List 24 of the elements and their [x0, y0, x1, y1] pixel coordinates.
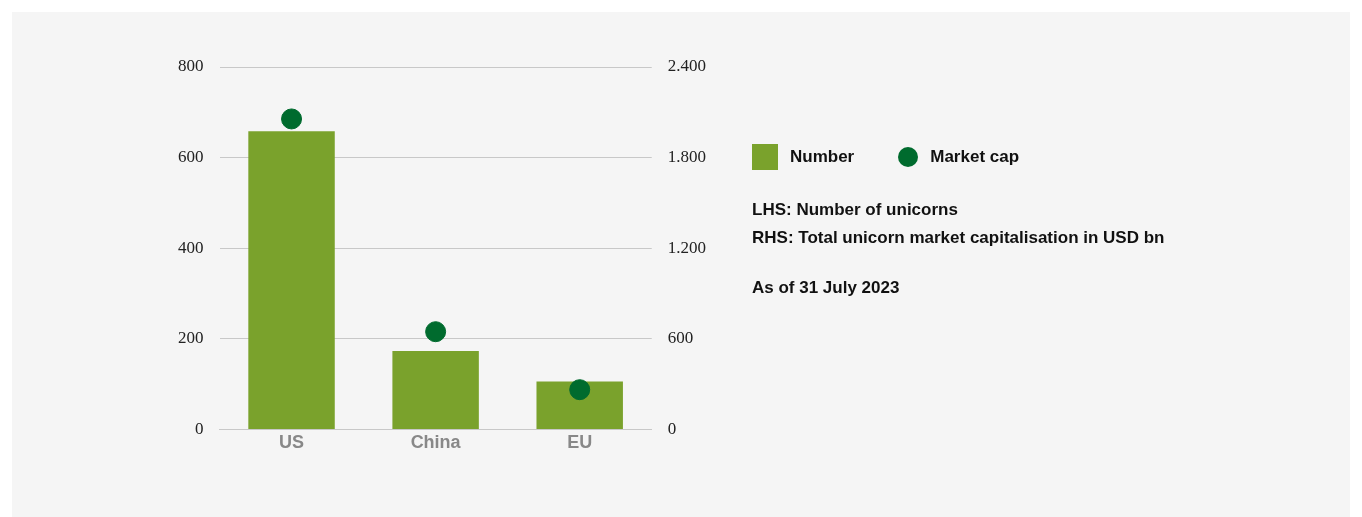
y2-tick-label: 1.800 — [667, 147, 706, 167]
x-tick-label: US — [279, 432, 305, 453]
x-tick-label: EU — [567, 432, 593, 453]
text: LHS: Number of unicorns — [752, 200, 959, 220]
y2-tick-label: 600 — [667, 328, 694, 348]
legend-label: Market cap — [930, 147, 1020, 167]
bar — [248, 131, 335, 429]
y-tick-label: 0 — [195, 418, 204, 438]
y2-tick-label: 2.400 — [667, 56, 706, 76]
text: RHS: Total unicorn market capitalisation in USD bn — [752, 228, 1165, 248]
point — [425, 321, 447, 343]
legend-label: Number — [790, 147, 855, 167]
y-tick-label: 200 — [178, 328, 204, 348]
y-tick-label: 400 — [178, 237, 204, 257]
y-tick-label: 600 — [178, 147, 204, 167]
y2-tick-label: 0 — [667, 418, 677, 438]
y-tick-label: 800 — [178, 56, 204, 76]
bar — [392, 351, 479, 429]
bar — [536, 381, 623, 429]
y2-tick-label: 1.200 — [667, 237, 706, 257]
point — [569, 379, 591, 401]
point — [281, 108, 303, 130]
x-tick-label: China — [410, 432, 462, 453]
text: As of 31 July 2023 — [752, 278, 901, 298]
